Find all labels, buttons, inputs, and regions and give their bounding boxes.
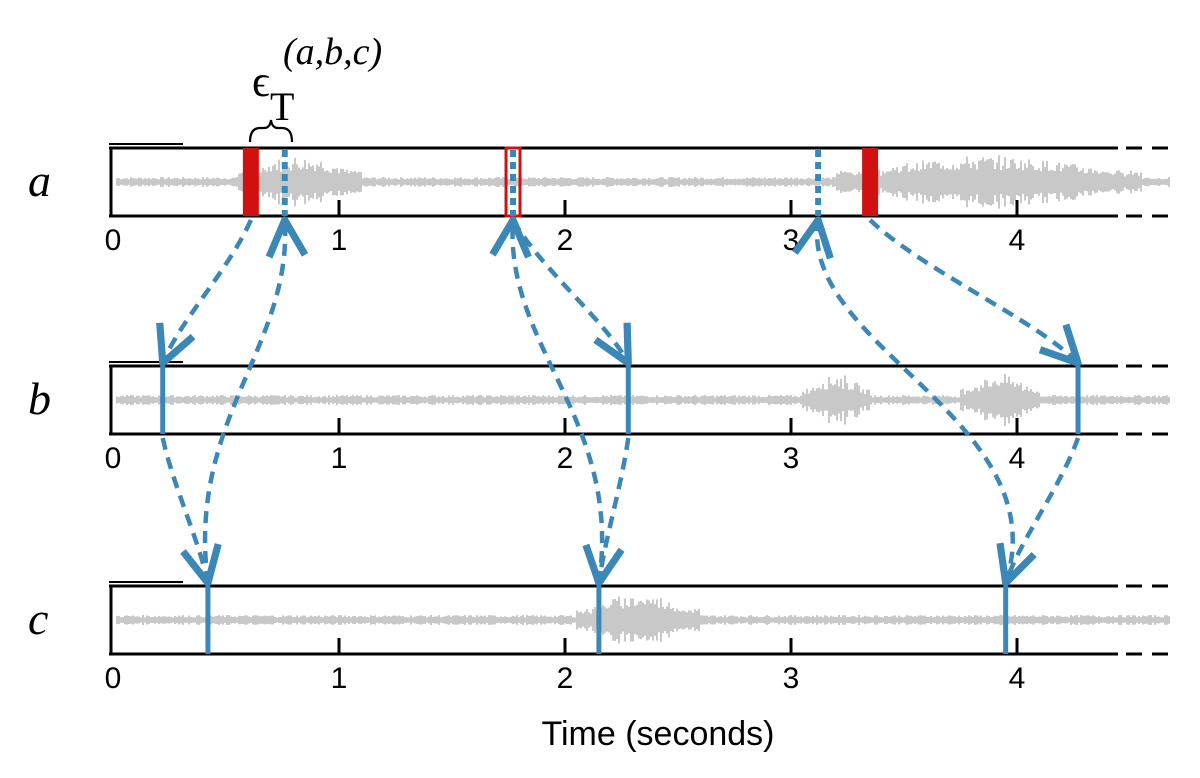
red-marker <box>862 148 879 216</box>
tick-label: 0 <box>105 662 122 695</box>
track-b: b 0 1 2 3 4 <box>28 361 1172 475</box>
waveform-path <box>116 374 1170 426</box>
arrow-a-to-b <box>868 218 1082 367</box>
arrow-c-to-a <box>202 216 309 584</box>
track-c: c 0 1 2 3 4 <box>28 581 1172 695</box>
epsilon-superscript: (a,b,c) <box>283 31 382 73</box>
track-label-b: b <box>28 373 51 424</box>
tick-label: 1 <box>331 224 348 257</box>
waveform-c <box>116 596 1170 644</box>
epsilon-symbol: ϵ <box>252 57 270 106</box>
tick-label: 0 <box>105 442 122 475</box>
tick-label: 1 <box>331 442 348 475</box>
arrow-c-to-a <box>489 216 605 584</box>
arrow-c-to-a <box>791 216 1015 584</box>
tracks-layer: a 0 1 2 3 4 b 0 1 2 3 4 c 0 1 2 3 4 <box>28 143 1172 695</box>
x-axis-label: Time (seconds) <box>541 715 774 753</box>
arrow-b-to-c <box>996 437 1081 587</box>
tick-label: 1 <box>331 662 348 695</box>
waveform-a <box>116 155 1170 209</box>
tick-label: 4 <box>1009 442 1026 475</box>
track-label-c: c <box>28 593 48 644</box>
tick-label: 0 <box>105 224 122 257</box>
tick-label: 3 <box>783 662 800 695</box>
waveform-b <box>116 374 1170 426</box>
epsilon-annotation: ϵ T (a,b,c) <box>248 31 382 143</box>
track-a: a 0 1 2 3 4 <box>28 143 1172 257</box>
tick-label: 2 <box>557 442 574 475</box>
red-marker <box>242 148 259 216</box>
tick-label: 2 <box>557 224 574 257</box>
brace <box>248 119 294 143</box>
epsilon-subscript: T <box>270 84 294 129</box>
tick-label: 4 <box>1009 224 1026 257</box>
waveform-path <box>116 155 1170 209</box>
tick-label: 3 <box>783 442 800 475</box>
tick-label: 4 <box>1009 662 1026 695</box>
arrow-b-to-c <box>160 437 222 587</box>
track-label-a: a <box>28 155 51 206</box>
arrow-a-to-b <box>156 219 253 367</box>
arrows-layer <box>156 216 1082 587</box>
tick-label: 3 <box>783 224 800 257</box>
tick-label: 2 <box>557 662 574 695</box>
waveform-path <box>116 596 1170 644</box>
